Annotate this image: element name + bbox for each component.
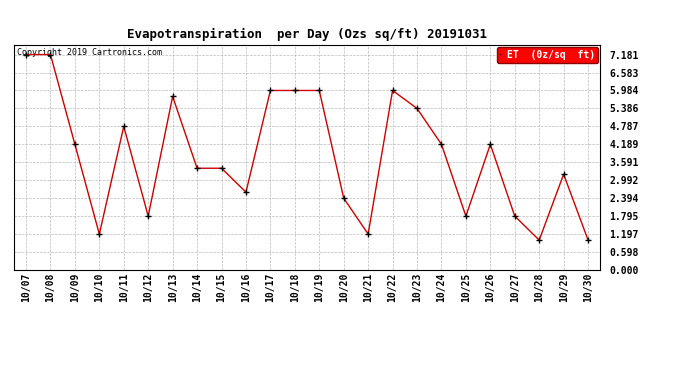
Text: Copyright 2019 Cartronics.com: Copyright 2019 Cartronics.com (17, 48, 161, 57)
Legend: ET  (0z/sq  ft): ET (0z/sq ft) (497, 47, 598, 63)
Title: Evapotranspiration  per Day (Ozs sq/ft) 20191031: Evapotranspiration per Day (Ozs sq/ft) 2… (127, 28, 487, 41)
